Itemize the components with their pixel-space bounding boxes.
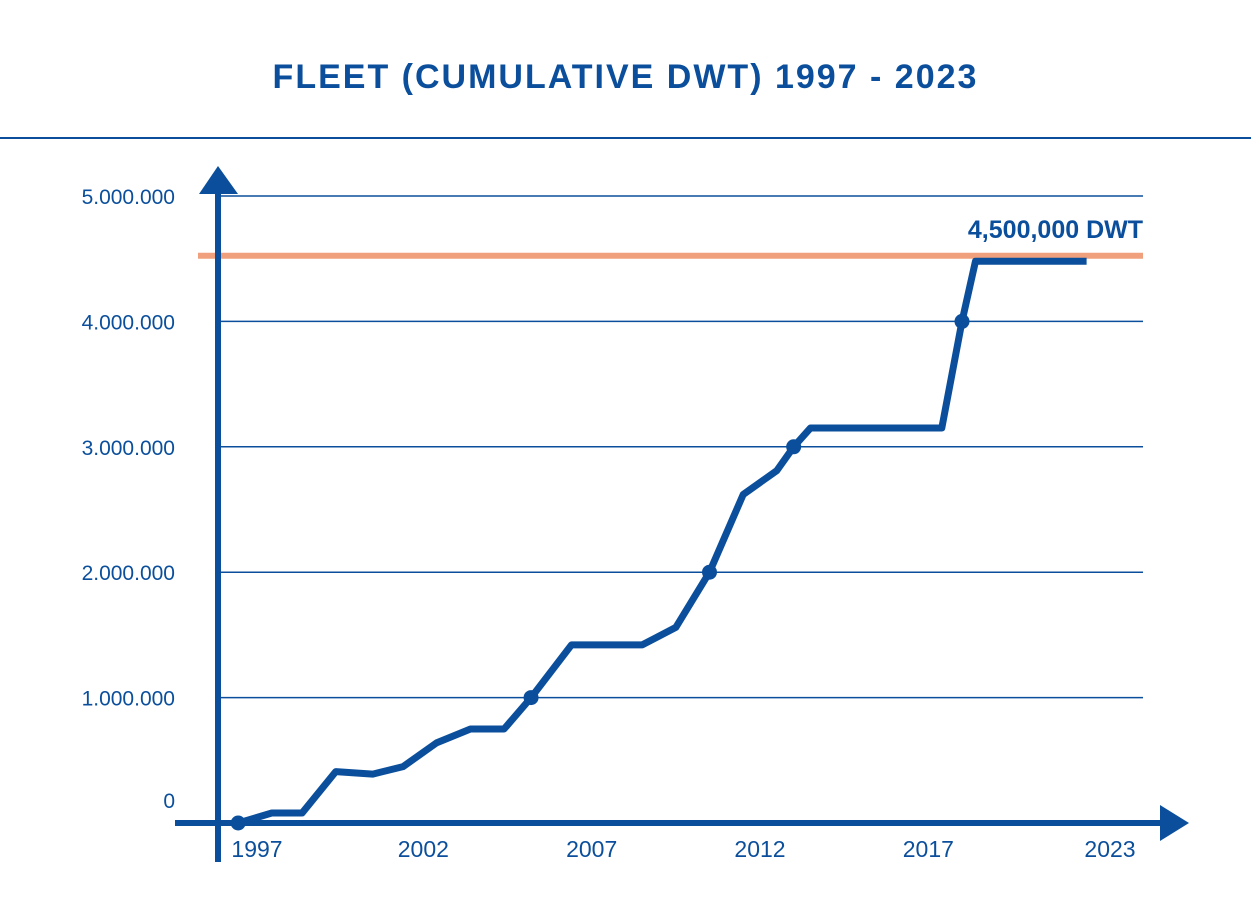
y-tick-label: 5.000.000: [82, 186, 175, 209]
data-point-marker: [230, 815, 246, 831]
y-tick-labels: 0 1.000.000 2.000.000 3.000.000 4.000.000 5.0…: [82, 186, 175, 813]
x-tick-label: 2023: [1084, 836, 1135, 862]
y-tick-label: 2.000.000: [82, 562, 175, 585]
series-line: [237, 257, 1087, 827]
y-tick-label: 4.000.000: [82, 311, 175, 334]
x-tick-label: 2012: [734, 836, 785, 862]
data-point-marker: [702, 564, 717, 580]
data-point-marker: [954, 313, 970, 329]
markers: [230, 313, 970, 831]
reference-line-group: 4,500,000 DWT: [198, 216, 1143, 259]
x-tick-label: 2002: [398, 836, 449, 862]
x-tick-label: 2017: [903, 836, 954, 862]
grid-lines: [220, 195, 1143, 699]
data-point-marker: [523, 690, 539, 706]
y-tick-label: 0: [163, 790, 175, 813]
axes: [175, 166, 1189, 862]
reference-line-label: 4,500,000 DWT: [968, 216, 1143, 244]
x-tick-labels: 1997 2002 2007 2012 2017 2023: [231, 836, 1135, 862]
y-axis-arrow: [199, 166, 238, 194]
x-tick-label: 2007: [566, 836, 617, 862]
data-point-marker: [786, 439, 802, 455]
x-axis-arrow: [1160, 805, 1189, 841]
y-tick-label: 3.000.000: [82, 437, 175, 460]
chart-title: FLEET (CUMULATIVE DWT) 1997 - 2023: [272, 58, 979, 96]
x-tick-label: 1997: [231, 836, 282, 862]
title-divider: [0, 137, 1251, 139]
y-tick-label: 1.000.000: [82, 688, 175, 711]
series-line-group: [237, 257, 1087, 827]
